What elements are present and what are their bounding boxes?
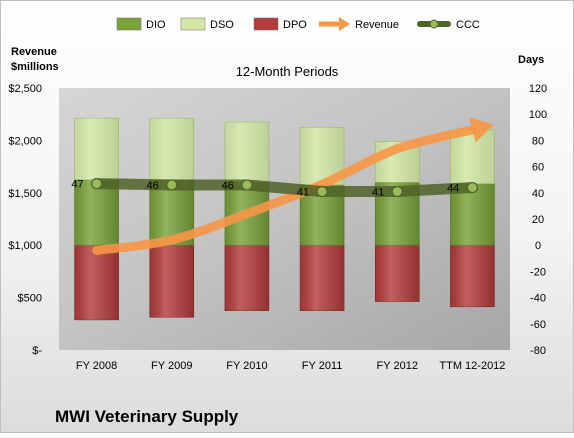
bar-dpo-shade [375,245,420,302]
bar-dpo-shade [224,245,269,311]
bar-dio-shade [450,183,495,246]
ccc-line [91,178,478,197]
legend-swatch-dso [180,17,206,31]
bars [74,117,495,321]
ccc-data-label: 46 [147,180,159,192]
bar-dio-shade [74,179,119,246]
legend-swatch-dpo [253,17,279,31]
right-tick-label: 120 [529,83,547,95]
right-axis-label: Days [518,54,544,66]
bar-dso-shade [149,118,194,180]
legend-label: CCC [456,19,480,31]
left-axis-ticks: $- $500 $1,000 $1,500 $2,000 $2,500 [8,83,42,357]
right-axis-ticks: -80 -60 -40 -20 0 20 40 60 80 100 120 [529,83,547,357]
revenue-arrowhead [469,117,494,143]
right-tick-label: -40 [530,293,546,305]
x-tick-label: FY 2011 [302,360,343,372]
legend-label: Revenue [355,19,399,31]
company-name: MWI Veterinary Supply [55,407,239,426]
plot-area [59,88,510,350]
right-tick-label: -80 [530,345,546,357]
legend: DIO DSO DPO Revenue CCC [116,17,480,31]
bar-dpo-shade [300,245,345,311]
right-tick-label: -60 [530,319,546,331]
right-tick-label: 0 [535,240,541,252]
bar-dso-shade [450,129,495,184]
left-axis-label-line1: Revenue [11,46,57,58]
ccc-data-label: 41 [297,186,309,198]
bar-dpo-shade [74,245,119,320]
ccc-marker [90,178,103,190]
ccc-marker [316,185,328,198]
left-tick-label: $500 [18,293,42,305]
chart-title: 12-Month Periods [236,64,339,79]
bar-dpo-shade [149,245,194,318]
ccc-data-label: 41 [372,186,384,198]
x-tick-label: FY 2010 [226,360,267,372]
bar-dso-shade [74,118,119,180]
legend-swatch-revenue-arrow [339,17,350,31]
ccc-marker [241,179,253,191]
left-tick-label: $1,500 [8,188,42,200]
x-axis-ticks: FY 2008 FY 2009 FY 2010 FY 2011 FY 2012 TTM 1… [76,360,506,372]
right-tick-label: 80 [532,135,544,147]
bar-dpo-shade [450,245,495,307]
bar-dso-shade [224,122,269,183]
ccc-data-label: 44 [447,183,459,195]
ccc-marker [166,179,178,191]
legend-label: DIO [146,19,166,31]
left-tick-label: $2,000 [8,135,42,147]
left-axis-label-line2: $millions [11,61,59,73]
right-tick-label: 40 [532,188,544,200]
ccc-data-label: 47 [71,179,83,191]
right-tick-label: -20 [530,266,546,278]
legend-label: DPO [283,19,307,31]
ccc-marker [391,185,403,198]
x-tick-label: FY 2012 [377,360,418,372]
ccc-marker [466,181,479,194]
ccc-series: 47 46 46 41 41 44 [71,178,479,198]
ccc-data-label: 46 [222,180,234,192]
revenue-line [92,125,477,255]
right-tick-label: 100 [529,109,547,121]
left-tick-label: $- [32,345,42,357]
legend-swatch-ccc-marker [429,19,439,29]
left-tick-label: $1,000 [8,240,42,252]
x-tick-label: FY 2009 [151,360,192,372]
x-tick-label: TTM 12-2012 [439,360,505,372]
right-tick-label: 20 [532,214,544,226]
left-tick-label: $2,500 [8,83,42,95]
legend-label: DSO [210,19,234,31]
legend-swatch-dio [116,17,142,31]
x-tick-label: FY 2008 [76,360,117,372]
right-tick-label: 60 [532,162,544,174]
revenue-series [92,117,494,255]
